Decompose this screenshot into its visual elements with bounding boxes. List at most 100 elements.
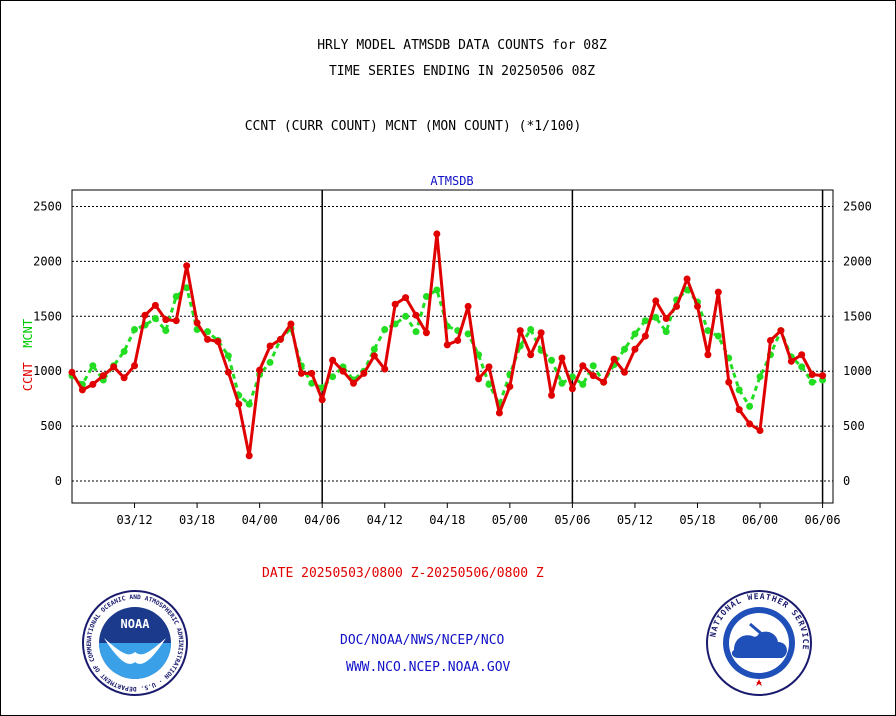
y-tick-label-right: 1000 [843, 364, 872, 378]
data-point-mcnt [808, 378, 816, 386]
nws-logo: NATIONAL WEATHER SERVICE [706, 590, 812, 696]
y-tick-label-left: 0 [55, 474, 62, 488]
data-point-mcnt [683, 286, 691, 294]
data-point-ccnt [475, 375, 483, 383]
data-point-mcnt [183, 284, 191, 292]
series-ccnt [68, 230, 827, 460]
series-description: CCNT (CURR COUNT) MCNT (MON COUNT) (*1/1… [244, 119, 582, 134]
data-point-ccnt [537, 329, 545, 337]
data-point-ccnt [610, 355, 618, 363]
data-point-mcnt [89, 362, 97, 370]
data-point-ccnt [527, 351, 535, 359]
data-point-mcnt [714, 332, 722, 340]
data-point-mcnt [172, 293, 180, 301]
data-point-mcnt [162, 327, 170, 335]
data-point-ccnt [329, 356, 337, 364]
y-tick-label-right: 1500 [843, 309, 872, 323]
data-point-mcnt [412, 328, 420, 336]
data-point-ccnt [443, 341, 451, 349]
website-link[interactable]: WWW.NCO.NCEP.NOAA.GOV [346, 660, 511, 675]
data-point-ccnt [172, 317, 180, 325]
y-tick-label-left: 2500 [33, 199, 62, 213]
x-tick-label: 03/18 [179, 513, 215, 527]
data-point-ccnt [141, 311, 149, 319]
data-point-mcnt [548, 356, 556, 364]
data-point-ccnt [412, 311, 420, 319]
grid-lines [72, 205, 833, 482]
data-point-mcnt [224, 352, 232, 360]
y-ticks-left: 0 500 1000 1500 2000 2500 [33, 199, 62, 488]
data-point-ccnt [287, 320, 295, 328]
doc-link[interactable]: DOC/NOAA/NWS/NCEP/NCO [340, 633, 505, 648]
x-tick-label: 04/06 [304, 513, 340, 527]
data-point-ccnt [214, 338, 222, 346]
data-point-ccnt [506, 383, 514, 391]
data-point-mcnt [151, 314, 159, 322]
data-point-mcnt [422, 293, 430, 301]
data-point-mcnt [485, 380, 493, 388]
data-point-mcnt [641, 317, 649, 325]
data-point-ccnt [683, 275, 691, 283]
data-point-mcnt [381, 325, 389, 333]
data-point-ccnt [402, 294, 410, 302]
data-point-ccnt [746, 420, 754, 428]
x-tick-label: 04/18 [429, 513, 465, 527]
data-point-ccnt [766, 336, 774, 344]
data-point-ccnt [370, 352, 378, 360]
data-point-ccnt [433, 230, 441, 238]
data-point-ccnt [68, 368, 76, 376]
data-point-ccnt [777, 327, 785, 335]
x-tick-label: 03/12 [116, 513, 152, 527]
data-point-ccnt [360, 369, 368, 377]
noaa-logo: NATIONAL OCEANIC AND ATMOSPHERIC ADMINIS… [80, 588, 188, 696]
data-point-ccnt [662, 314, 670, 322]
x-tick-label: 05/12 [617, 513, 653, 527]
data-point-mcnt [433, 286, 441, 294]
data-point-mcnt [589, 362, 597, 370]
data-point-ccnt [235, 400, 243, 408]
data-point-ccnt [151, 301, 159, 309]
data-point-ccnt [558, 354, 566, 362]
data-point-ccnt [276, 335, 284, 343]
data-point-ccnt [89, 380, 97, 388]
data-point-ccnt [579, 362, 587, 370]
data-point-ccnt [224, 368, 232, 376]
data-point-mcnt [621, 345, 629, 353]
data-point-ccnt [495, 409, 503, 417]
data-point-ccnt [381, 365, 389, 373]
x-tick-label: 06/00 [742, 513, 778, 527]
data-point-ccnt [120, 374, 128, 382]
data-point-ccnt [349, 379, 357, 387]
data-point-ccnt [673, 302, 681, 310]
day-boundary-lines [321, 190, 824, 503]
plot-area [71, 189, 834, 504]
data-point-ccnt [819, 372, 827, 380]
data-point-mcnt [558, 379, 566, 387]
data-point-mcnt [464, 330, 472, 338]
y-tick-label-left: 1500 [33, 309, 62, 323]
data-point-ccnt [548, 391, 556, 399]
data-point-mcnt [245, 400, 253, 408]
data-point-ccnt [631, 345, 639, 353]
data-point-ccnt [808, 371, 816, 379]
data-point-ccnt [110, 363, 118, 371]
data-point-mcnt [631, 330, 639, 338]
y-tick-label-left: 1000 [33, 364, 62, 378]
y-tick-label-left: 500 [40, 419, 62, 433]
data-point-ccnt [621, 368, 629, 376]
date-range: DATE 20250503/0800 Z-20250506/0800 Z [262, 566, 544, 581]
data-point-ccnt [339, 367, 347, 375]
data-point-ccnt [714, 288, 722, 296]
data-point-ccnt [756, 427, 764, 435]
data-point-mcnt [402, 312, 410, 320]
x-tick-label: 04/00 [242, 513, 278, 527]
data-point-ccnt [204, 335, 212, 343]
y-tick-label-right: 0 [843, 474, 850, 488]
x-tick-label: 06/06 [805, 513, 841, 527]
series-group [68, 230, 827, 460]
data-point-ccnt [308, 369, 316, 377]
data-point-mcnt [266, 358, 274, 366]
data-point-mcnt [756, 373, 764, 381]
data-point-mcnt [370, 345, 378, 353]
x-tick-label: 05/00 [492, 513, 528, 527]
